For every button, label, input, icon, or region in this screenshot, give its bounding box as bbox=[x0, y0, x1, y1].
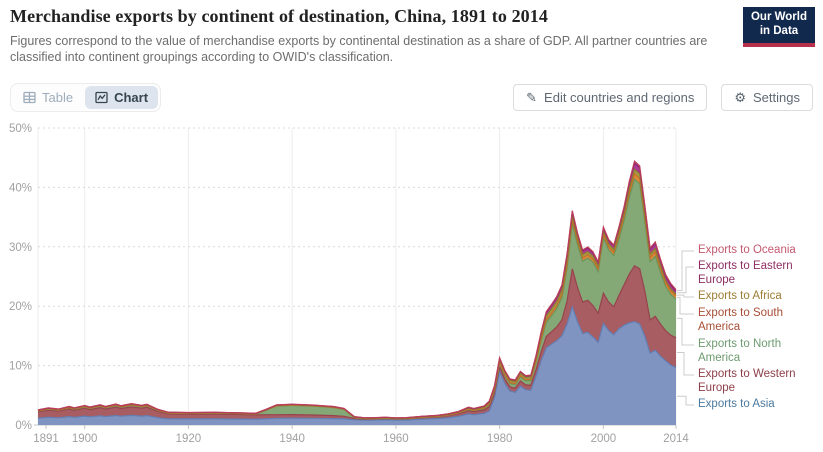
legend-label[interactable]: Exports to South America bbox=[698, 307, 784, 333]
owid-logo[interactable]: Our World in Data bbox=[743, 7, 815, 47]
legend-label[interactable]: Exports to Oceania bbox=[698, 244, 796, 256]
x-tick-label: 1920 bbox=[176, 433, 202, 445]
legend-connector bbox=[677, 352, 694, 376]
series-line bbox=[37, 172, 677, 420]
x-tick-label: 2014 bbox=[663, 433, 689, 445]
page-title: Merchandise exports by continent of dest… bbox=[10, 6, 548, 26]
legend-connector bbox=[677, 395, 694, 406]
gear-icon: ⚙ bbox=[734, 90, 747, 105]
table-icon bbox=[23, 91, 36, 104]
toolbar: Table Chart ✎ Edit countries and regions… bbox=[10, 83, 813, 112]
owid-logo-box: Our World in Data bbox=[743, 7, 815, 43]
area-exports-to-asia[interactable] bbox=[38, 306, 676, 425]
legend-label[interactable]: Exports to North America bbox=[698, 338, 782, 364]
tab-chart[interactable]: Chart bbox=[85, 86, 159, 109]
legend-connector bbox=[677, 296, 694, 315]
owid-logo-stripe bbox=[743, 43, 815, 47]
legend-connector bbox=[677, 294, 694, 298]
chart-icon bbox=[95, 91, 108, 104]
x-tick-label: 1980 bbox=[487, 433, 513, 445]
y-tick-label: 0% bbox=[15, 420, 32, 432]
series-line bbox=[37, 264, 677, 420]
tab-table[interactable]: Table bbox=[13, 86, 83, 109]
x-tick-label: 1900 bbox=[72, 433, 98, 445]
x-tick-label: 1891 bbox=[33, 433, 59, 445]
series-line bbox=[37, 159, 677, 419]
y-tick-label: 40% bbox=[9, 182, 32, 194]
y-tick-label: 50% bbox=[9, 123, 32, 135]
y-tick-label: 10% bbox=[9, 361, 32, 373]
chart-subtitle: Figures correspond to the value of merch… bbox=[10, 34, 708, 64]
y-tick-label: 30% bbox=[9, 242, 32, 254]
legend-label[interactable]: Exports to Western Europe bbox=[698, 368, 796, 394]
legend-label[interactable]: Exports to Africa bbox=[698, 290, 782, 302]
legend-connector bbox=[677, 317, 694, 346]
legend-connector bbox=[677, 266, 694, 294]
toolbar-right: ✎ Edit countries and regions ⚙ Settings bbox=[513, 84, 813, 111]
x-tick-label: 1960 bbox=[383, 433, 409, 445]
legend-connector bbox=[677, 250, 694, 291]
x-tick-label: 1940 bbox=[279, 433, 305, 445]
edit-countries-button[interactable]: ✎ Edit countries and regions bbox=[513, 84, 708, 111]
x-tick-label: 2000 bbox=[591, 433, 617, 445]
pencil-icon: ✎ bbox=[526, 90, 538, 105]
y-tick-label: 20% bbox=[9, 301, 32, 313]
legend-label[interactable]: Exports to Eastern Europe bbox=[698, 260, 793, 286]
legend-label[interactable]: Exports to Asia bbox=[698, 398, 775, 410]
series-line bbox=[37, 304, 677, 421]
area-exports-to-western-europe[interactable] bbox=[38, 265, 676, 421]
view-switcher: Table Chart bbox=[10, 83, 162, 112]
settings-button[interactable]: ⚙ Settings bbox=[721, 84, 813, 111]
